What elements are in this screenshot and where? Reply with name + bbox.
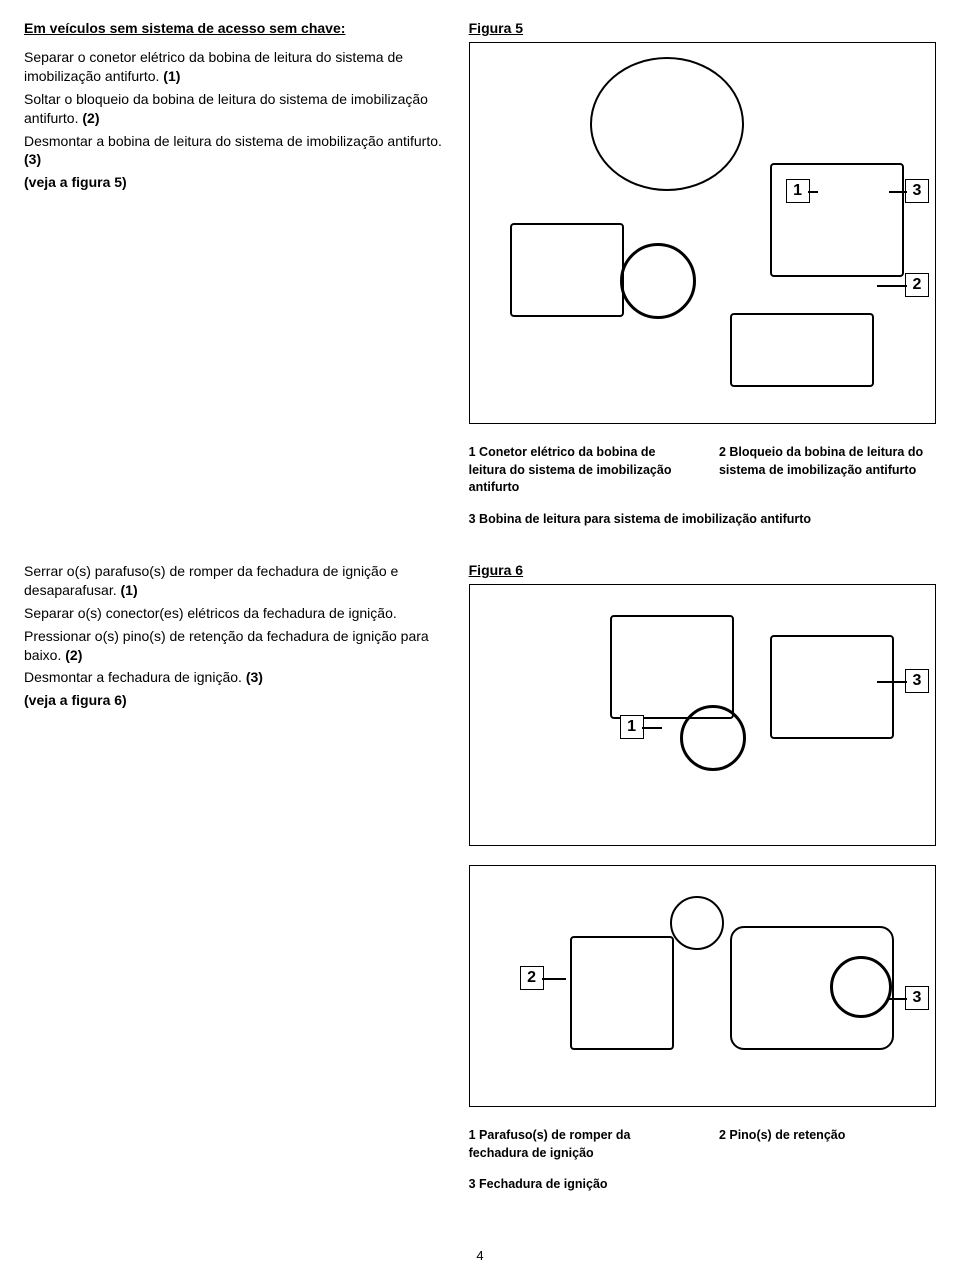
fig5-callout-3: 3 (905, 179, 929, 203)
fig6a-callout-3: 3 (905, 669, 929, 693)
fig6-legend-1: 1 Parafuso(s) de romper da fechadura de … (469, 1127, 679, 1162)
fig6b-leader-3 (887, 998, 907, 1000)
art-gauge (590, 57, 744, 191)
section-2-p4: Desmontar a fechadura de ignição. (3) (24, 668, 453, 687)
figure-5-legend: 1 Conetor elétrico da bobina de leitura … (469, 444, 936, 542)
s2-p4-text: Desmontar a fechadura de ignição. (24, 669, 246, 685)
s2-p4-ref: (3) (246, 669, 263, 685)
s2-p1-ref: (1) (121, 582, 138, 598)
art-bracket (770, 635, 894, 739)
fig5-callout-1: 1 (786, 179, 810, 203)
s2-p3-ref: (2) (65, 647, 82, 663)
section-2: Serrar o(s) parafuso(s) de romper da fec… (24, 562, 936, 1208)
section-1-see: (veja a figura 5) (24, 173, 453, 192)
section-1-p2: Soltar o bloqueio da bobina de leitura d… (24, 90, 453, 128)
figure-6-legend: 1 Parafuso(s) de romper da fechadura de … (469, 1127, 936, 1208)
figure-6-title: Figura 6 (469, 562, 936, 578)
section-2-p3: Pressionar o(s) pino(s) de retenção da f… (24, 627, 453, 665)
fig5-leader-2 (877, 285, 907, 287)
art-base (730, 313, 874, 387)
section-2-see: (veja a figura 6) (24, 691, 453, 710)
art-lock-face (680, 705, 746, 771)
section-1-heading: Em veículos sem sistema de acesso sem ch… (24, 20, 453, 36)
fig6a-leader-1 (642, 727, 662, 729)
fig6b-callout-2: 2 (520, 966, 544, 990)
fig6a-leader-3 (877, 681, 907, 683)
art-lock-body (610, 615, 734, 719)
figure-5-title: Figura 5 (469, 20, 936, 36)
page-number: 4 (24, 1248, 936, 1263)
section-2-p2: Separar o(s) conector(es) elétricos da f… (24, 604, 453, 623)
figure-5-col: Figura 5 1 3 2 1 Conetor elétrico da bob… (469, 20, 936, 542)
fig5-legend-3: 3 Bobina de leitura para sistema de imob… (469, 511, 936, 529)
art-connector (570, 936, 674, 1050)
fig5-leader-3 (889, 191, 907, 193)
art-pin (670, 896, 724, 950)
figure-6-col: Figura 6 1 3 2 3 1 Parafuso(s) de romper… (469, 562, 936, 1208)
fig5-leader-1 (808, 191, 818, 193)
s2-p3-text: Pressionar o(s) pino(s) de retenção da f… (24, 628, 429, 663)
fig6-legend-3: 3 Fechadura de ignição (469, 1176, 936, 1194)
fig5-legend-2: 2 Bloqueio da bobina de leitura do siste… (719, 444, 929, 497)
figure-6-box-bottom: 2 3 (469, 865, 936, 1107)
p1-text: Separar o conetor elétrico da bobina de … (24, 49, 403, 84)
p2-ref: (2) (82, 110, 99, 126)
p1-ref: (1) (163, 68, 180, 84)
section-1-text: Em veículos sem sistema de acesso sem ch… (24, 20, 453, 542)
fig6-legend-2: 2 Pino(s) de retenção (719, 1127, 929, 1162)
figure-6-box-top: 1 3 (469, 584, 936, 846)
p3-ref: (3) (24, 151, 41, 167)
fig5-callout-2: 2 (905, 273, 929, 297)
art-lock-end (830, 956, 892, 1018)
fig6b-leader-2 (542, 978, 566, 980)
fig6b-callout-3: 3 (905, 986, 929, 1010)
section-1: Em veículos sem sistema de acesso sem ch… (24, 20, 936, 542)
section-1-p1: Separar o conetor elétrico da bobina de … (24, 48, 453, 86)
s2-p1-text: Serrar o(s) parafuso(s) de romper da fec… (24, 563, 398, 598)
figure-5-box: 1 3 2 (469, 42, 936, 424)
section-2-text: Serrar o(s) parafuso(s) de romper da fec… (24, 562, 453, 1208)
fig5-legend-1: 1 Conetor elétrico da bobina de leitura … (469, 444, 679, 497)
fig6a-callout-1: 1 (620, 715, 644, 739)
art-barrel (620, 243, 696, 319)
section-1-p3: Desmontar a bobina de leitura do sistema… (24, 132, 453, 170)
p3-text: Desmontar a bobina de leitura do sistema… (24, 133, 442, 149)
art-cylinder (510, 223, 624, 317)
section-2-p1: Serrar o(s) parafuso(s) de romper da fec… (24, 562, 453, 600)
